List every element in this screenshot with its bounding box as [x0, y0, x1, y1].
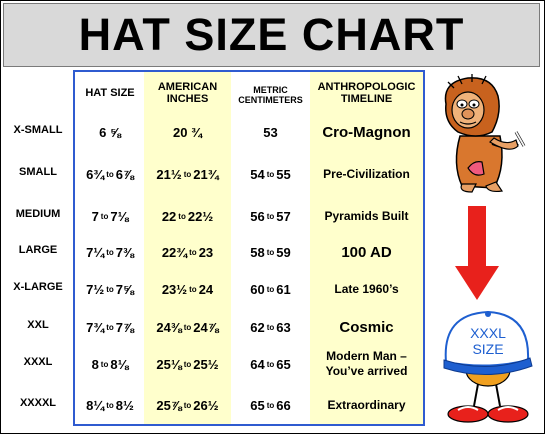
- timeline-cell: Cro-Magnon: [322, 123, 411, 141]
- row-label: XXXL: [23, 356, 53, 368]
- cm-cell: 56 to 57: [250, 208, 291, 224]
- timeline-cell: Cosmic: [339, 318, 394, 336]
- hat-size-cell: 7¼ to 7⅜: [86, 244, 134, 260]
- header-anthropologic-timeline: ANTHROPOLOGIC TIMELINE: [317, 81, 416, 105]
- hat-size-cell: 7¾ to 7⅞: [86, 319, 134, 335]
- timeline-cell: Late 1960’s: [334, 281, 399, 296]
- title-bar: HAT SIZE CHART: [3, 3, 540, 67]
- timeline-cell: 100 AD: [341, 243, 392, 261]
- inches-cell: 22 to 22½: [161, 208, 214, 224]
- inches-cell: 21½ to 21¾: [156, 166, 219, 182]
- hat-size-cell: 7 to 7⅛: [91, 208, 129, 224]
- size-table: HAT SIZE AMERICAN INCHES METRIC CENTIMETER…: [73, 70, 425, 426]
- row-label: X-SMALL: [13, 124, 63, 136]
- inches-cell: 25⅛ to 25½: [156, 356, 219, 372]
- cm-cell: 53: [263, 124, 278, 140]
- inches-cell: 24⅜ to 24⅞: [156, 319, 219, 335]
- cm-cell: 65 to 66: [250, 397, 291, 413]
- inches-cell: 23½ to 24: [161, 281, 214, 297]
- cm-cell: 58 to 59: [250, 244, 291, 260]
- inches-cell: 25⅞ to 26½: [156, 397, 219, 413]
- header-hat-size: HAT SIZE: [85, 87, 135, 99]
- cm-cell: 60 to 61: [250, 281, 291, 297]
- timeline-column-highlight: [310, 72, 423, 424]
- inches-cell: 20 ¾: [173, 124, 202, 140]
- timeline-cell: Modern Man – You’ve arrived: [325, 349, 408, 378]
- row-label: X-LARGE: [13, 281, 63, 293]
- hat-size-cell: 7½ to 7⅝: [86, 281, 134, 297]
- down-arrow-icon: [455, 206, 499, 300]
- row-label: MEDIUM: [15, 208, 61, 220]
- inches-cell: 22¾ to 23: [161, 244, 214, 260]
- row-label: XXL: [27, 319, 49, 331]
- row-label: LARGE: [18, 244, 58, 256]
- caveman-illustration: [444, 74, 526, 193]
- row-label: XXXXL: [19, 397, 57, 409]
- row-label: SMALL: [19, 166, 57, 178]
- cap-character-illustration: XXXL SIZE: [443, 310, 533, 423]
- cap-text-size: XXXL: [470, 325, 506, 341]
- american-column-highlight: [144, 72, 231, 424]
- hat-size-cell: 6 ⅝: [99, 124, 121, 140]
- header-metric-centimeters: METRIC CENTIMETERS: [238, 85, 303, 105]
- cm-cell: 54 to 55: [250, 166, 291, 182]
- hat-size-cell: 8¼ to 8½: [86, 397, 134, 413]
- cm-cell: 64 to 65: [250, 356, 291, 372]
- chart-title: HAT SIZE CHART: [78, 9, 465, 60]
- hat-size-cell: 8 to 8⅛: [91, 356, 129, 372]
- cap-text-label: SIZE: [472, 341, 503, 357]
- cm-cell: 62 to 63: [250, 319, 291, 335]
- hat-size-cell: 6¾ to 6⅞: [86, 166, 134, 182]
- timeline-cell: Pre-Civilization: [323, 166, 410, 181]
- timeline-cell: Pyramids Built: [324, 208, 409, 223]
- header-american-inches: AMERICAN INCHES: [157, 81, 218, 105]
- timeline-cell: Extraordinary: [327, 397, 406, 412]
